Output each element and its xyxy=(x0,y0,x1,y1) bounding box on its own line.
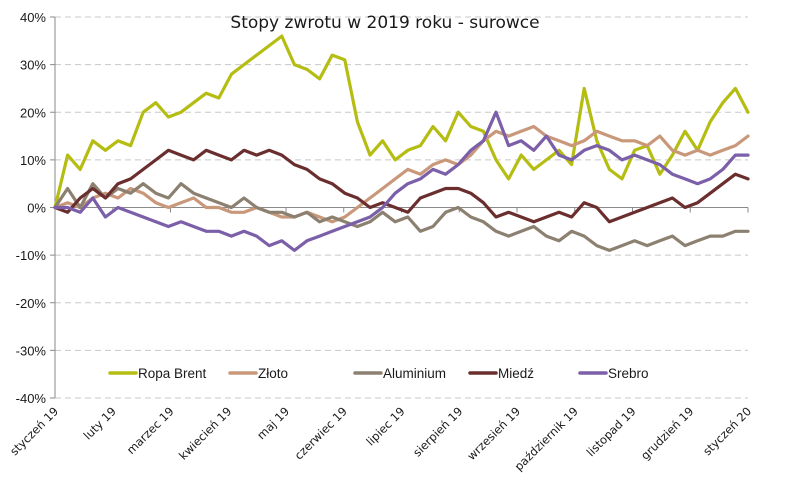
series-line-złoto xyxy=(53,124,750,224)
legend-item: Aluminium xyxy=(353,366,446,381)
legend-label: Ropa Brent xyxy=(138,366,207,381)
y-tick-label: 30% xyxy=(20,58,46,73)
y-tick-label: -10% xyxy=(16,248,47,263)
chart-title: Stopy zwrotu w 2019 roku - surowce xyxy=(230,13,539,33)
gridlines xyxy=(55,16,748,399)
y-tick-label: -40% xyxy=(16,391,47,406)
legend: Ropa Brent Złoto Aluminium Miedź Srebro xyxy=(108,366,649,381)
series-lines xyxy=(53,34,750,252)
y-tick-label: 10% xyxy=(20,153,46,168)
y-tick-label: -30% xyxy=(16,343,47,358)
legend-label: Złoto xyxy=(258,366,288,381)
legend-item: Miedź xyxy=(468,366,534,381)
y-tick-label: 0% xyxy=(27,201,46,216)
legend-item: Srebro xyxy=(578,366,649,381)
series-line-aluminium xyxy=(53,182,750,252)
y-tick-label: 40% xyxy=(20,10,46,25)
legend-item: Złoto xyxy=(228,366,288,381)
y-tick-label: -20% xyxy=(16,296,47,311)
y-tick-label: 20% xyxy=(20,105,46,120)
series-line-srebro xyxy=(53,110,750,252)
legend-label: Srebro xyxy=(608,366,649,381)
legend-label: Miedź xyxy=(498,366,534,381)
series-line-miedź xyxy=(53,148,750,224)
legend-label: Aluminium xyxy=(383,366,446,381)
legend-item: Ropa Brent xyxy=(108,366,207,381)
